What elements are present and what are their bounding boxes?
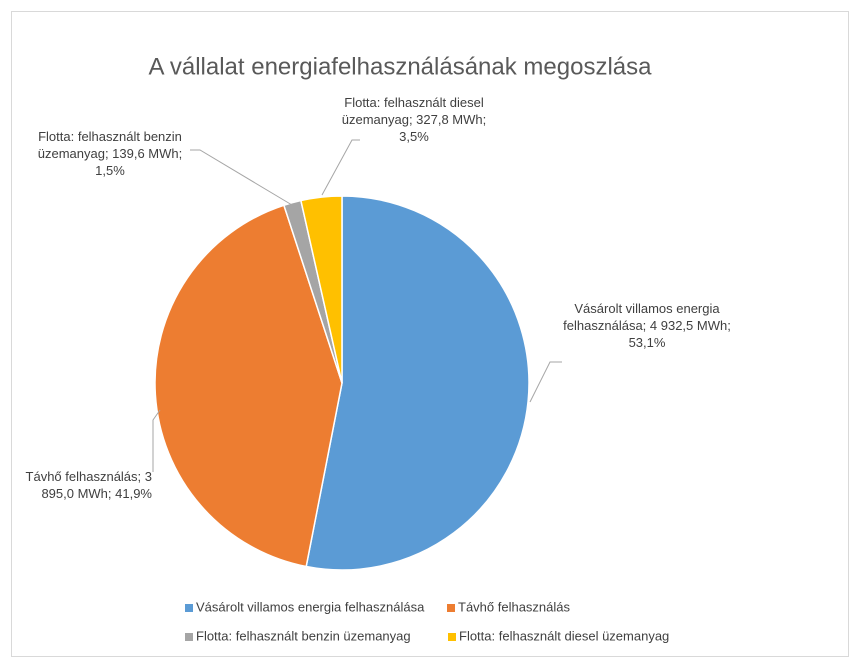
pie <box>154 195 530 571</box>
legend-swatch <box>447 604 455 612</box>
data-label: Flotta: felhasznált diesel üzemanyag; 32… <box>341 95 487 144</box>
leader-lines <box>152 139 562 472</box>
legend: Vásárolt villamos energia felhasználása T… <box>185 599 669 643</box>
legend-label: Flotta: felhasznált benzin üzemanyag <box>196 628 411 643</box>
leader-line <box>529 361 562 403</box>
data-label: Távhő felhasználás; 3 895,0 MWh; 41,9% <box>25 469 152 501</box>
data-label: Vásárolt villamos energia felhasználása;… <box>563 301 731 350</box>
leader-line <box>321 139 360 196</box>
legend-label: Vásárolt villamos energia felhasználása <box>196 599 425 614</box>
pie-slice <box>300 195 343 384</box>
pie-slice <box>305 195 530 571</box>
legend-label: Távhő felhasználás <box>458 599 571 614</box>
pie-slice <box>154 204 343 568</box>
leader-line <box>152 409 161 472</box>
legend-label: Flotta: felhasznált diesel üzemanyag <box>459 628 669 643</box>
leader-line <box>190 149 293 206</box>
data-label: Flotta: felhasznált benzin üzemanyag; 13… <box>37 129 183 178</box>
legend-swatch <box>185 633 193 641</box>
legend-swatch <box>185 604 193 612</box>
legend-swatch <box>448 633 456 641</box>
chart-title: A vállalat energiafelhasználásának megos… <box>149 53 653 80</box>
